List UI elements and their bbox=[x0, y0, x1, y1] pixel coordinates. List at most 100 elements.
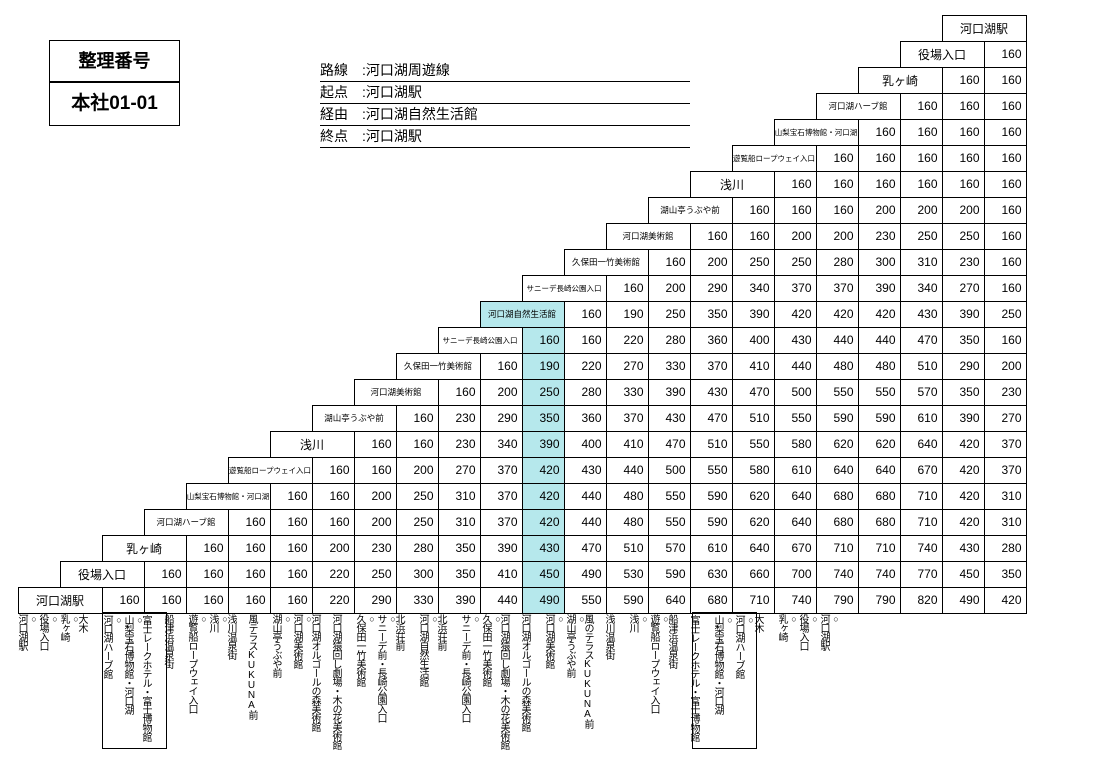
fare-cell: 790 bbox=[858, 587, 901, 614]
fare-cell: 470 bbox=[690, 405, 733, 432]
fare-cell: 230 bbox=[438, 431, 481, 458]
fare-cell: 550 bbox=[648, 483, 691, 510]
fare-cell: 250 bbox=[900, 223, 943, 250]
fare-cell: 160 bbox=[186, 561, 229, 588]
fare-cell: 390 bbox=[522, 431, 565, 458]
fare-cell: 590 bbox=[606, 587, 649, 614]
fare-cell: 160 bbox=[396, 431, 439, 458]
fare-cell: 420 bbox=[942, 431, 985, 458]
fare-cell: 270 bbox=[942, 275, 985, 302]
fare-cell: 500 bbox=[648, 457, 691, 484]
fare-cell: 220 bbox=[606, 327, 649, 354]
fare-cell: 820 bbox=[900, 587, 943, 614]
fare-cell: 350 bbox=[522, 405, 565, 432]
fare-cell: 160 bbox=[858, 171, 901, 198]
fare-cell: 200 bbox=[942, 197, 985, 224]
fare-cell: 590 bbox=[858, 405, 901, 432]
fare-cell: 390 bbox=[858, 275, 901, 302]
fare-cell: 160 bbox=[354, 431, 397, 458]
fare-cell: 200 bbox=[690, 249, 733, 276]
station-header: 遊覧船ロープウェイ入口 bbox=[732, 145, 817, 172]
fare-cell: 640 bbox=[732, 535, 775, 562]
fare-cell: 500 bbox=[774, 379, 817, 406]
fare-cell: 160 bbox=[858, 145, 901, 172]
fare-cell: 250 bbox=[648, 301, 691, 328]
fare-cell: 390 bbox=[480, 535, 523, 562]
fare-cell: 190 bbox=[606, 301, 649, 328]
fare-cell: 420 bbox=[774, 301, 817, 328]
fare-cell: 230 bbox=[858, 223, 901, 250]
fare-cell: 630 bbox=[690, 561, 733, 588]
fare-cell: 250 bbox=[774, 249, 817, 276]
fare-cell: 370 bbox=[606, 405, 649, 432]
station-header: 浅川 bbox=[690, 171, 775, 198]
fare-cell: 360 bbox=[690, 327, 733, 354]
fare-cell: 330 bbox=[606, 379, 649, 406]
fare-cell: 710 bbox=[816, 535, 859, 562]
fare-cell: 160 bbox=[984, 275, 1027, 302]
fare-cell: 160 bbox=[270, 509, 313, 536]
station-header: 湖山亭うぶや前 bbox=[648, 197, 733, 224]
fare-cell: 310 bbox=[438, 509, 481, 536]
fare-cell: 670 bbox=[774, 535, 817, 562]
fare-cell: 360 bbox=[564, 405, 607, 432]
fare-cell: 280 bbox=[564, 379, 607, 406]
fare-cell: 160 bbox=[900, 93, 943, 120]
fare-cell: 390 bbox=[438, 587, 481, 614]
fare-cell: 440 bbox=[858, 327, 901, 354]
fare-cell: 430 bbox=[648, 405, 691, 432]
fare-cell: 160 bbox=[144, 561, 187, 588]
fare-cell: 420 bbox=[942, 483, 985, 510]
fare-cell: 440 bbox=[564, 509, 607, 536]
fare-cell: 370 bbox=[480, 509, 523, 536]
fare-cell: 160 bbox=[984, 249, 1027, 276]
fare-cell: 420 bbox=[984, 587, 1027, 614]
fare-cell: 470 bbox=[732, 379, 775, 406]
fare-cell: 160 bbox=[900, 171, 943, 198]
fare-cell: 440 bbox=[816, 327, 859, 354]
station-header: 河口湖駅 bbox=[942, 15, 1027, 42]
fare-cell: 160 bbox=[900, 145, 943, 172]
fare-cell: 350 bbox=[690, 301, 733, 328]
fare-cell: 160 bbox=[900, 119, 943, 146]
fare-cell: 160 bbox=[816, 197, 859, 224]
fare-cell: 160 bbox=[438, 379, 481, 406]
fare-cell: 350 bbox=[942, 327, 985, 354]
fare-cell: 550 bbox=[774, 405, 817, 432]
fare-cell: 310 bbox=[900, 249, 943, 276]
fare-cell: 640 bbox=[900, 431, 943, 458]
fare-cell: 270 bbox=[606, 353, 649, 380]
fare-cell: 430 bbox=[774, 327, 817, 354]
fare-cell: 680 bbox=[816, 509, 859, 536]
station-header: 乳ヶ崎 bbox=[102, 535, 187, 562]
station-header: 河口湖美術館 bbox=[606, 223, 691, 250]
fare-cell: 430 bbox=[564, 457, 607, 484]
fare-cell: 710 bbox=[900, 509, 943, 536]
fare-cell: 290 bbox=[354, 587, 397, 614]
fare-cell: 370 bbox=[774, 275, 817, 302]
fare-cell: 270 bbox=[984, 405, 1027, 432]
fare-cell: 700 bbox=[774, 561, 817, 588]
fare-cell: 480 bbox=[606, 483, 649, 510]
fare-cell: 220 bbox=[564, 353, 607, 380]
fare-cell: 740 bbox=[816, 561, 859, 588]
fare-cell: 640 bbox=[858, 457, 901, 484]
fare-cell: 160 bbox=[984, 41, 1027, 68]
fare-cell: 370 bbox=[984, 457, 1027, 484]
fare-cell: 160 bbox=[354, 457, 397, 484]
fare-cell: 160 bbox=[984, 145, 1027, 172]
fare-cell: 710 bbox=[732, 587, 775, 614]
fare-cell: 160 bbox=[522, 327, 565, 354]
fare-cell: 430 bbox=[942, 535, 985, 562]
fare-cell: 430 bbox=[900, 301, 943, 328]
fare-cell: 470 bbox=[900, 327, 943, 354]
fare-cell: 310 bbox=[438, 483, 481, 510]
fare-cell: 310 bbox=[984, 483, 1027, 510]
fare-cell: 640 bbox=[774, 509, 817, 536]
fare-cell: 610 bbox=[900, 405, 943, 432]
stop-label: 河口湖駅 bbox=[820, 612, 841, 749]
station-header: 浅川 bbox=[270, 431, 355, 458]
fare-cell: 160 bbox=[606, 275, 649, 302]
fare-cell: 160 bbox=[942, 145, 985, 172]
fare-cell: 160 bbox=[228, 535, 271, 562]
